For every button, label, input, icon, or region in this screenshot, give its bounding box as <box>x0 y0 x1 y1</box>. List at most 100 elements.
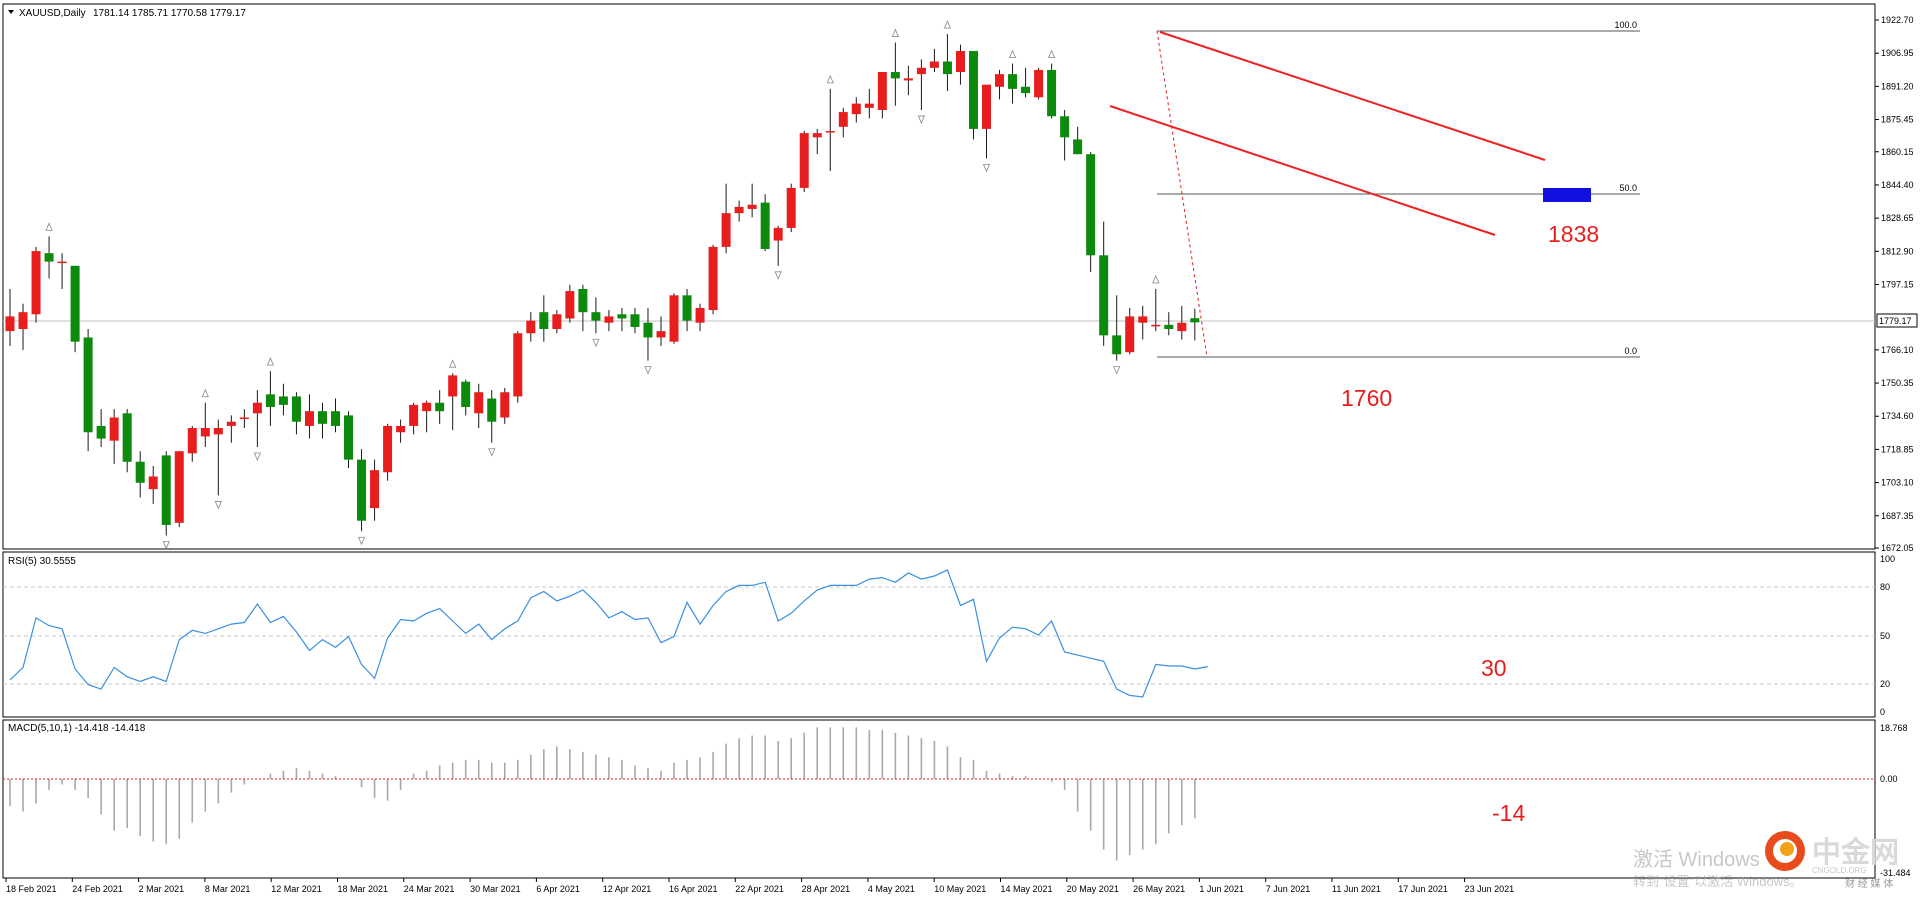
candle <box>877 72 887 119</box>
descending-channel[interactable] <box>1109 31 1546 236</box>
current-price-tag: 1779.17 <box>1876 313 1918 328</box>
candle <box>799 131 809 193</box>
price-axis: 1922.70 1906.95 1891.20 1875.45 1860.15 1844.… <box>1875 15 1914 553</box>
annotation-target-1838: 1838 <box>1548 221 1599 247</box>
time-tick-label: 17 Jun 2021 <box>1398 884 1448 894</box>
candle-body <box>942 61 952 75</box>
candle <box>903 65 913 96</box>
candle <box>721 183 731 254</box>
candle <box>916 59 926 110</box>
candle <box>422 400 432 433</box>
candle-body <box>18 312 28 330</box>
candle <box>968 50 978 140</box>
candle <box>630 307 640 334</box>
candle <box>526 312 536 342</box>
fractal-up-marker <box>891 28 899 37</box>
target-zone-box <box>1543 188 1591 202</box>
candle <box>18 303 28 351</box>
candle <box>1112 295 1122 361</box>
candle-body <box>669 295 679 342</box>
time-tick-label: 12 Mar 2021 <box>271 884 322 894</box>
fractal-down-marker <box>1113 366 1121 375</box>
candle-body <box>448 375 458 397</box>
fibonacci-levels[interactable]: 100.0 50.0 0.0 <box>1156 20 1640 358</box>
time-tick-label: 24 Feb 2021 <box>72 884 123 894</box>
candle-body <box>1190 318 1200 323</box>
fib-trend-line <box>1156 30 1208 358</box>
fractal-up-marker <box>45 222 53 231</box>
candle-body <box>877 72 887 110</box>
candle-body <box>213 428 223 435</box>
time-tick-label: 18 Mar 2021 <box>338 884 389 894</box>
candle <box>278 383 288 416</box>
candle-body <box>1034 69 1044 98</box>
time-tick-label: 2 Mar 2021 <box>139 884 185 894</box>
time-tick-label: 26 May 2021 <box>1133 884 1185 894</box>
price-tick-label: 1672.05 <box>1881 543 1914 553</box>
price-tick-label: 1797.15 <box>1881 279 1914 289</box>
candle <box>187 425 197 462</box>
candle-body <box>331 411 340 426</box>
candle-body <box>461 381 471 407</box>
candle <box>669 293 679 344</box>
time-tick-label: 6 Apr 2021 <box>536 884 580 894</box>
candle <box>252 390 262 447</box>
candle-body <box>773 227 783 241</box>
candle <box>682 289 692 332</box>
fractal-down-marker <box>982 163 991 173</box>
candle <box>161 451 171 536</box>
candle <box>955 44 965 85</box>
candle-body <box>851 103 861 115</box>
candle-body <box>317 411 327 424</box>
candle <box>513 331 523 403</box>
candle-body <box>604 316 614 323</box>
candle-body <box>982 84 991 129</box>
candle <box>1008 63 1018 104</box>
candle-body <box>31 251 41 315</box>
candle <box>617 307 627 332</box>
candle-body <box>1151 324 1161 327</box>
candle <box>539 295 549 342</box>
rsi-tick-20: 20 <box>1880 679 1890 689</box>
candle <box>1125 307 1135 355</box>
collapse-arrow-icon[interactable] <box>8 10 14 14</box>
candle-body <box>109 417 119 441</box>
time-tick-label: 4 May 2021 <box>868 884 915 894</box>
channel-lower-line <box>1109 105 1496 236</box>
time-tick-label: 24 Mar 2021 <box>404 884 455 894</box>
candle <box>890 42 900 106</box>
annotation-low-1760: 1760 <box>1341 385 1392 411</box>
candle <box>1177 305 1187 340</box>
candle-body <box>552 314 562 330</box>
candle <box>1151 289 1161 332</box>
time-tick-label: 11 Jun 2021 <box>1332 884 1381 894</box>
candle <box>591 297 601 334</box>
candle-body <box>122 413 132 462</box>
candle-body <box>643 322 653 338</box>
time-tick-label: 28 Apr 2021 <box>802 884 851 894</box>
candle-body <box>890 72 900 79</box>
candle <box>747 183 757 218</box>
price-tick-label: 1766.10 <box>1881 345 1914 355</box>
candle <box>604 310 614 332</box>
candle-body <box>1177 322 1187 332</box>
activate-windows-subtitle: 转到"设置"以激活 Windows。 <box>1633 874 1803 889</box>
fractal-markers <box>45 20 1160 550</box>
price-tick-label: 1687.35 <box>1881 511 1914 521</box>
macd-tick-zero: 0.00 <box>1880 774 1898 784</box>
candle <box>83 329 93 452</box>
candle-body <box>682 295 692 321</box>
time-axis: 18 Feb 2021 24 Feb 2021 2 Mar 2021 8 Mar 20… <box>5 878 1514 894</box>
candle <box>109 409 119 464</box>
fractal-up-marker <box>449 359 457 368</box>
candle-body <box>44 253 54 262</box>
candle-body <box>396 425 406 433</box>
candle <box>773 225 783 266</box>
candle-body <box>591 312 601 321</box>
rsi-legend: RSI(5) 30.5555 <box>8 556 76 567</box>
candle <box>552 310 562 334</box>
candle-body <box>838 112 848 127</box>
fractal-up-marker <box>1008 49 1017 59</box>
